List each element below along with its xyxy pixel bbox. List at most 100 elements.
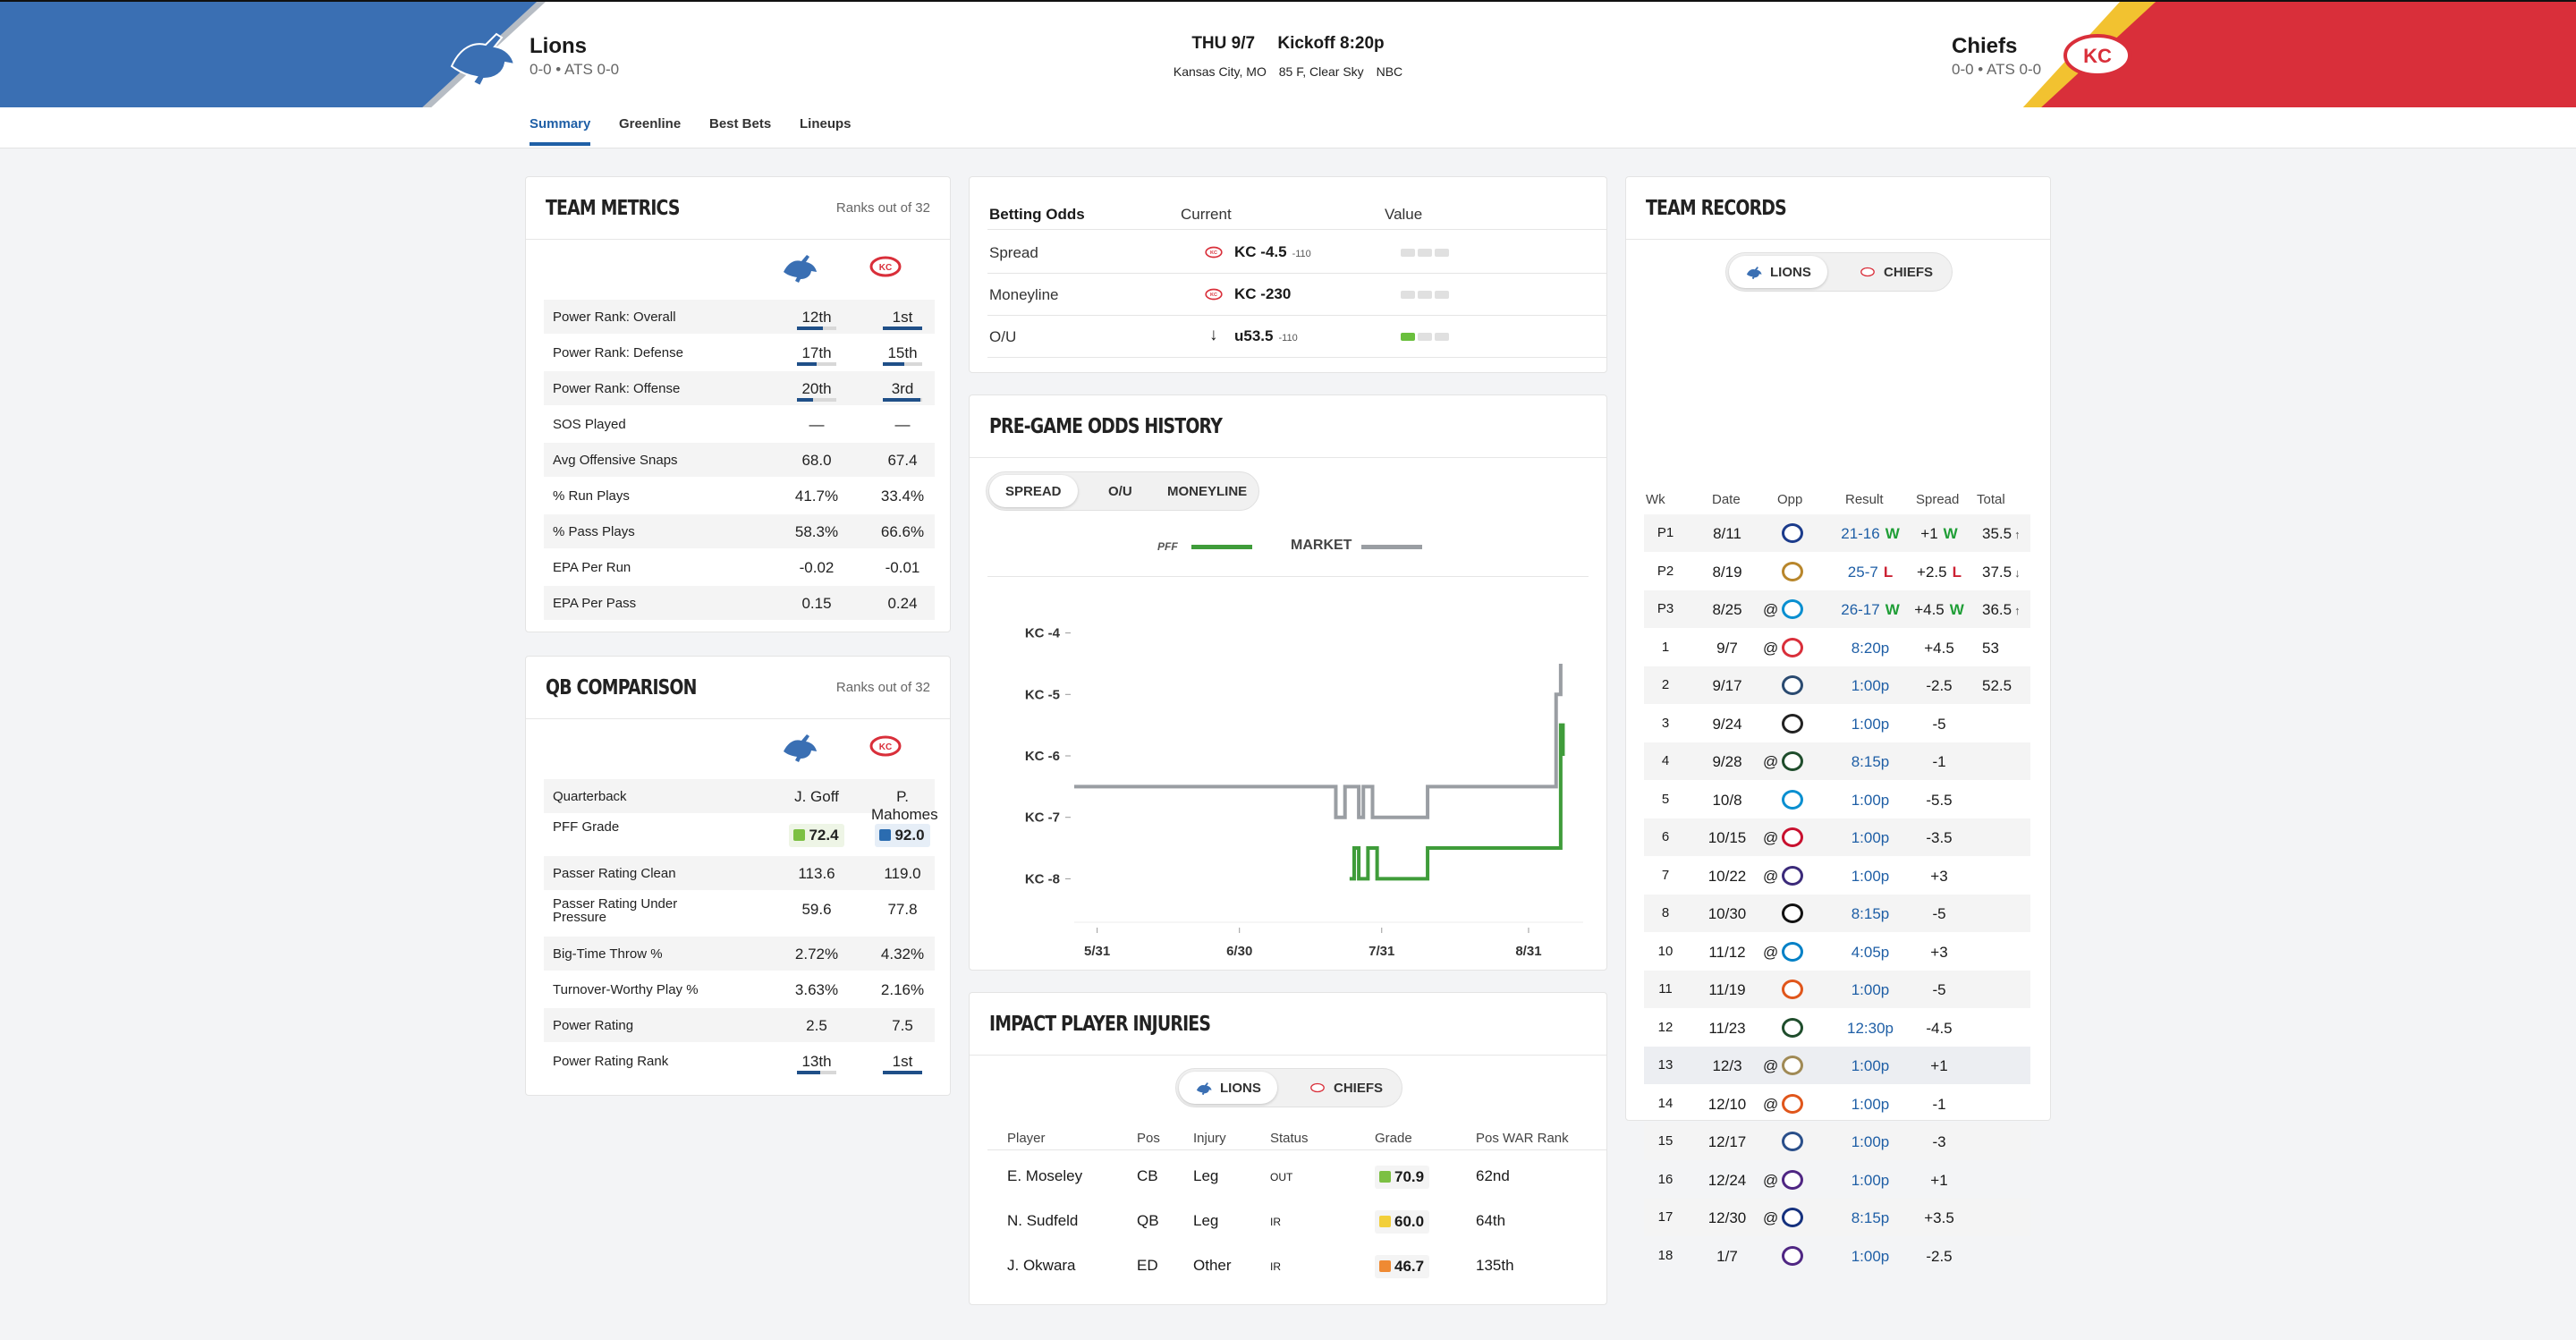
rank-bar-fill (797, 327, 824, 330)
injury-row[interactable]: N. Sudfeld QB Leg IR 60.0 64th (987, 1200, 1606, 1244)
injury-status: IR (1270, 1216, 1281, 1228)
record-spread: +4.5 W (1903, 601, 1975, 619)
spread-toggle[interactable]: SPREAD (989, 475, 1078, 507)
record-result[interactable]: 1:00p (1830, 677, 1911, 695)
record-date: 10/30 (1707, 905, 1747, 922)
record-result[interactable]: 1:00p (1830, 1096, 1911, 1114)
metric-label: Big-Time Throw % (553, 946, 663, 962)
record-result[interactable]: 1:00p (1830, 716, 1911, 734)
tab-lineups[interactable]: Lineups (800, 116, 852, 131)
record-result[interactable]: 8:15p (1830, 1209, 1911, 1227)
record-row[interactable]: 11 11/19 1:00p -5 (1644, 971, 2030, 1008)
odds-current[interactable]: KC -4.5 -110 (1234, 243, 1311, 261)
record-row[interactable]: 17 12/30 @8:15p +3.5 (1644, 1199, 2030, 1236)
odds-value: KC -230 (1234, 285, 1292, 302)
result-score: 8:15p (1851, 1209, 1890, 1226)
tab-summary[interactable]: Summary (530, 116, 591, 146)
team-metrics-title: TEAM METRICS (546, 197, 680, 220)
record-row[interactable]: P1 8/11 21-16 W +1 W 35.5 ↑ (1644, 514, 2030, 552)
moneyline-toggle[interactable]: MONEYLINE (1167, 484, 1248, 499)
record-row[interactable]: 12 11/23 12:30p -4.5 (1644, 1009, 2030, 1047)
rank-bar-fill (883, 327, 922, 330)
lions-value: 58.3% (794, 523, 839, 540)
chiefs-logo-icon: KC (1205, 288, 1223, 301)
record-row[interactable]: 4 9/28 @8:15p -1 (1644, 742, 2030, 780)
record-row[interactable]: 16 12/24 @1:00p +1 (1644, 1161, 2030, 1199)
record-result[interactable]: 1:00p (1830, 1133, 1911, 1151)
record-row[interactable]: 5 10/8 1:00p -5.5 (1644, 781, 2030, 818)
record-row[interactable]: 13 12/3 @1:00p +1 (1644, 1047, 2030, 1084)
record-row[interactable]: 3 9/24 1:00p -5 (1644, 705, 2030, 742)
away-at: @ (1763, 1171, 1779, 1189)
record-result[interactable]: 26-17 W (1830, 601, 1911, 619)
record-week: 10 (1657, 943, 1674, 959)
records-lions-toggle[interactable]: LIONS (1729, 256, 1827, 288)
injury-rank: 64th (1476, 1212, 1506, 1229)
injuries-lions-toggle[interactable]: LIONS (1179, 1072, 1277, 1104)
betting-odds-card: Betting Odds Current Value Spread KC KC -4… (969, 176, 1607, 373)
injuries-chiefs-label: CHIEFS (1334, 1081, 1384, 1096)
spread-value: -4.5 (1926, 1019, 1953, 1037)
svg-text:KC: KC (2083, 45, 2112, 67)
record-row[interactable]: 7 10/22 @1:00p +3 (1644, 857, 2030, 895)
record-row[interactable]: 6 10/15 @1:00p -3.5 (1644, 818, 2030, 856)
record-result[interactable]: 8:15p (1830, 905, 1911, 923)
result-score: 1:00p (1851, 1171, 1890, 1189)
record-result[interactable]: 1:00p (1830, 1172, 1911, 1190)
record-result[interactable]: 8:15p (1830, 753, 1911, 771)
seahawks-logo-icon (1782, 675, 1803, 695)
record-row[interactable]: P3 8/25 @26-17 W +4.5 W 36.5 ↑ (1644, 590, 2030, 628)
away-team-name[interactable]: Chiefs (1952, 34, 2018, 58)
chiefs-logo-icon (1310, 1082, 1325, 1093)
away-at: @ (1763, 867, 1779, 885)
chiefs-rank-bar (883, 398, 922, 402)
odds-current[interactable]: u53.5 -110 (1234, 327, 1298, 345)
record-result[interactable]: 21-16 W (1830, 525, 1911, 543)
injury-row[interactable]: J. Okwara ED Other IR 46.7 135th (987, 1244, 1606, 1289)
arrow-down-icon: ↓ (2014, 565, 2021, 580)
lions-value: J. Goff (794, 788, 839, 805)
record-row[interactable]: 8 10/30 8:15p -5 (1644, 895, 2030, 932)
record-row[interactable]: 1 9/7 @8:20p +4.5 53 (1644, 629, 2030, 666)
home-team-name[interactable]: Lions (530, 34, 587, 58)
record-row[interactable]: 2 9/17 1:00p -2.5 52.5 (1644, 666, 2030, 704)
injuries-header: Player Pos Injury Status Grade Pos WAR Rank (987, 1129, 1606, 1150)
giants-logo-icon (1782, 523, 1803, 543)
ou-toggle[interactable]: O/U (1108, 484, 1132, 499)
record-row[interactable]: 18 1/7 1:00p -2.5 (1644, 1237, 2030, 1275)
grade-badge: 92.0 (875, 824, 930, 847)
record-row[interactable]: 14 12/10 @1:00p -1 (1644, 1085, 2030, 1123)
record-result[interactable]: 8:20p (1830, 640, 1911, 657)
tab-greenline[interactable]: Greenline (619, 116, 682, 131)
broncos-logo-icon (1782, 1132, 1803, 1151)
record-result[interactable]: 12:30p (1830, 1020, 1911, 1038)
tab-best-bets[interactable]: Best Bets (709, 116, 772, 131)
record-week: P1 (1657, 525, 1674, 540)
record-row[interactable]: 15 12/17 1:00p -3 (1644, 1123, 2030, 1160)
record-result[interactable]: 1:00p (1830, 829, 1911, 847)
lions-logo-icon (1196, 1082, 1212, 1096)
injury-row[interactable]: E. Moseley CB Leg OUT 70.9 62nd (987, 1155, 1606, 1200)
record-result[interactable]: 25-7 L (1830, 564, 1911, 581)
metric-label: Avg Offensive Snaps (553, 453, 678, 468)
away-at: @ (1763, 943, 1779, 961)
svg-text:KC: KC (1210, 293, 1217, 298)
result-wl: W (1885, 601, 1900, 618)
record-result[interactable]: 1:00p (1830, 981, 1911, 999)
record-row[interactable]: 10 11/12 @4:05p +3 (1644, 933, 2030, 971)
record-result[interactable]: 1:00p (1830, 1248, 1911, 1266)
record-result[interactable]: 1:00p (1830, 868, 1911, 886)
chiefs-value: 1st (892, 1053, 913, 1070)
result-wl: W (1885, 525, 1900, 542)
record-result[interactable]: 4:05p (1830, 944, 1911, 962)
records-chiefs-toggle[interactable]: CHIEFS (1843, 256, 1949, 288)
odds-current[interactable]: KC -230 (1234, 285, 1296, 303)
record-row[interactable]: P2 8/19 25-7 L +2.5 L 37.5 ↓ (1644, 553, 2030, 590)
injury-injury: Leg (1193, 1167, 1219, 1184)
record-result[interactable]: 1:00p (1830, 1057, 1911, 1075)
record-result[interactable]: 1:00p (1830, 792, 1911, 810)
spread-value: +3 (1930, 943, 1948, 961)
lions-logo-icon (784, 255, 817, 283)
injuries-chiefs-toggle[interactable]: CHIEFS (1292, 1072, 1399, 1104)
record-date: 11/12 (1708, 943, 1746, 961)
